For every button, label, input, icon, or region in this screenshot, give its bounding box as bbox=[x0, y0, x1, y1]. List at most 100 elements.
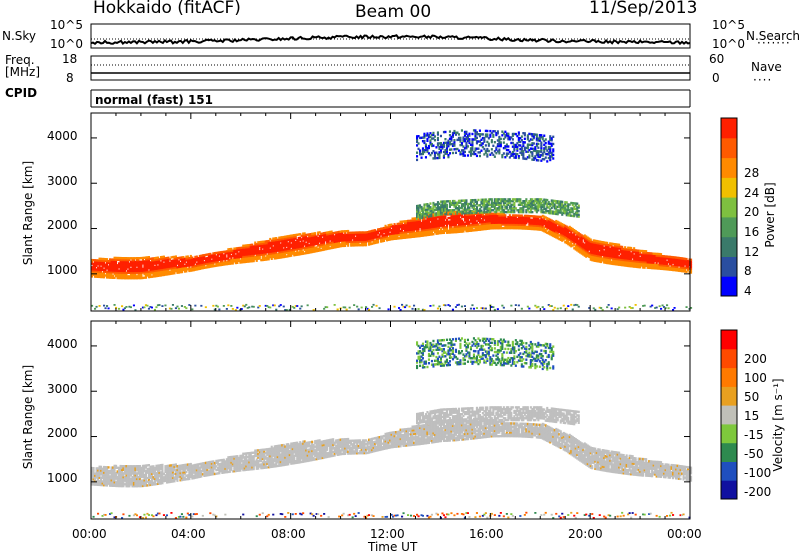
power-cell bbox=[126, 275, 129, 278]
power-cell bbox=[291, 252, 294, 255]
power-cell bbox=[427, 231, 430, 235]
power-cell bbox=[652, 261, 655, 264]
power-cell bbox=[324, 237, 327, 240]
power-cell bbox=[438, 208, 441, 211]
power-cell bbox=[486, 200, 489, 203]
power-cell bbox=[576, 249, 579, 252]
power-cell bbox=[576, 209, 579, 213]
power-cell bbox=[598, 255, 601, 258]
power-cell bbox=[201, 261, 204, 264]
power-cell bbox=[305, 235, 308, 238]
power-cell bbox=[408, 225, 411, 228]
power-cell bbox=[495, 201, 498, 205]
power-cell bbox=[436, 226, 439, 230]
power-cell bbox=[531, 201, 534, 205]
power-cell bbox=[547, 206, 550, 209]
power-cell bbox=[407, 225, 410, 228]
power-cell bbox=[125, 262, 128, 265]
power-cell bbox=[309, 247, 312, 250]
power-cell bbox=[654, 265, 657, 268]
power-cell bbox=[591, 258, 594, 262]
power-cell bbox=[600, 260, 603, 264]
power-cell bbox=[534, 155, 537, 158]
power-cell bbox=[465, 213, 468, 216]
power-cell bbox=[484, 218, 487, 222]
power-cell bbox=[354, 238, 357, 242]
power-cell bbox=[162, 266, 165, 269]
power-cell bbox=[118, 256, 121, 260]
power-cell bbox=[450, 148, 453, 151]
power-cell bbox=[165, 264, 168, 267]
power-cell bbox=[324, 239, 327, 242]
power-cell bbox=[275, 242, 278, 245]
power-cell bbox=[405, 221, 408, 225]
power-cell bbox=[546, 209, 549, 213]
power-cell bbox=[170, 267, 173, 270]
power-cell bbox=[269, 254, 272, 257]
power-cell bbox=[228, 262, 231, 265]
power-cell bbox=[594, 250, 597, 253]
power-cell bbox=[532, 147, 535, 151]
power-cell bbox=[472, 208, 475, 211]
power-cell bbox=[532, 149, 535, 152]
power-cell bbox=[113, 267, 116, 270]
power-cell bbox=[149, 270, 152, 273]
power-cell bbox=[219, 262, 222, 265]
power-cell bbox=[483, 211, 486, 214]
power-cell bbox=[433, 135, 436, 138]
power-cell bbox=[188, 267, 191, 271]
power-cell bbox=[517, 200, 520, 203]
power-cell bbox=[630, 307, 633, 309]
power-cell bbox=[562, 204, 565, 207]
power-cell bbox=[204, 266, 207, 269]
power-cell bbox=[591, 251, 594, 255]
power-cell bbox=[465, 228, 468, 231]
power-cell bbox=[91, 258, 94, 262]
power-cell bbox=[507, 216, 510, 219]
power-cell bbox=[209, 254, 212, 257]
power-cell bbox=[579, 249, 582, 252]
power-cell bbox=[273, 237, 276, 240]
power-cell bbox=[162, 270, 165, 273]
power-cell bbox=[649, 264, 652, 268]
power-cell bbox=[430, 133, 433, 137]
power-cell bbox=[323, 239, 326, 242]
power-cell bbox=[583, 234, 586, 237]
power-cell bbox=[170, 261, 173, 264]
power-cell bbox=[161, 266, 164, 270]
power-cell bbox=[98, 266, 101, 270]
power-cell bbox=[603, 246, 606, 250]
power-cell bbox=[484, 133, 487, 136]
power-cell bbox=[483, 226, 486, 229]
power-cell bbox=[327, 231, 330, 234]
power-cell bbox=[462, 228, 465, 231]
power-cell bbox=[303, 239, 306, 242]
power-cell bbox=[260, 253, 263, 256]
power-cell bbox=[474, 211, 477, 214]
power-cell bbox=[502, 221, 505, 224]
power-cell bbox=[480, 219, 483, 222]
power-cell bbox=[210, 261, 213, 264]
power-cell bbox=[284, 250, 287, 253]
power-cell bbox=[456, 227, 459, 230]
power-cell bbox=[531, 218, 534, 222]
power-cell bbox=[420, 216, 423, 220]
power-cell bbox=[200, 260, 203, 263]
power-cell bbox=[165, 267, 168, 271]
power-cell bbox=[528, 132, 531, 136]
power-cell bbox=[255, 246, 258, 250]
power-cell bbox=[344, 233, 347, 237]
power-cell bbox=[323, 242, 326, 246]
power-cell bbox=[472, 221, 475, 225]
power-cell bbox=[625, 260, 628, 264]
power-cell bbox=[386, 229, 389, 233]
power-cell bbox=[519, 219, 522, 223]
power-cell bbox=[541, 222, 544, 225]
power-cell bbox=[588, 255, 591, 258]
power-cell bbox=[490, 214, 493, 217]
power-cell bbox=[441, 211, 444, 214]
power-cell bbox=[541, 220, 544, 223]
power-cell bbox=[426, 134, 429, 137]
power-cell bbox=[556, 229, 559, 233]
power-cell bbox=[546, 153, 549, 156]
